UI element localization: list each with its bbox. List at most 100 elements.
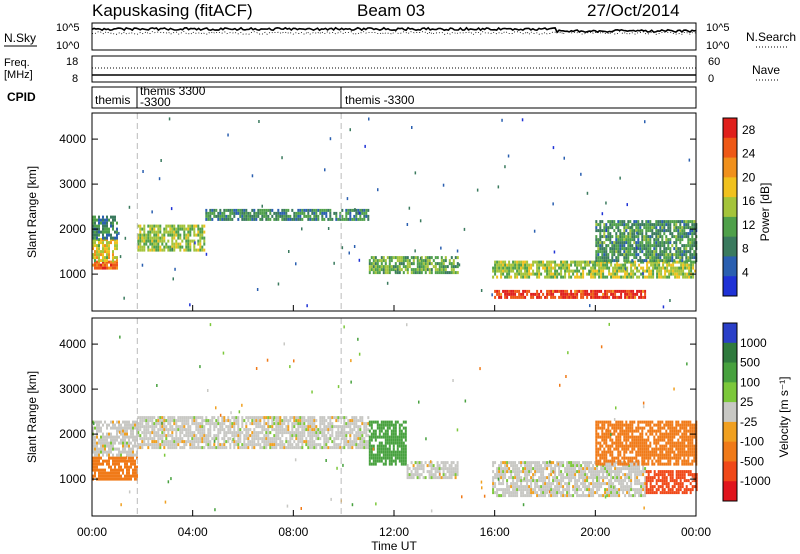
velocity-cell — [277, 416, 280, 420]
velocity-cell — [418, 464, 421, 468]
velocity-cell — [522, 491, 525, 495]
power-cell — [518, 269, 521, 273]
power-cell — [622, 275, 625, 279]
power-cell — [607, 235, 610, 239]
power-cell — [143, 224, 146, 228]
power-cell — [689, 232, 692, 236]
velocity-cell — [630, 479, 633, 483]
power-cell — [639, 241, 642, 245]
velocity-cell — [624, 476, 627, 480]
power-cell — [173, 233, 176, 237]
velocity-cell — [353, 437, 356, 441]
power-cell — [615, 238, 618, 242]
power-cell — [494, 260, 497, 264]
velocity-cell — [225, 419, 228, 423]
power-cell — [663, 253, 666, 257]
velocity-cell — [392, 423, 395, 427]
power-cell — [143, 230, 146, 234]
power-cell — [649, 223, 652, 227]
power-cell — [295, 214, 298, 218]
velocity-cell — [191, 440, 194, 444]
velocity-cell — [542, 473, 545, 477]
velocity-cell — [642, 470, 645, 474]
velocity-cell — [211, 446, 214, 450]
velocity-cell — [498, 494, 501, 498]
velocity-cell — [137, 416, 140, 420]
velocity-cell — [297, 422, 300, 426]
velocity-cell — [124, 462, 126, 466]
velocity-cell — [189, 416, 192, 420]
velocity-cell — [195, 425, 198, 429]
power-cell — [633, 229, 636, 233]
power-scatter-dot — [626, 203, 628, 207]
velocity-cell — [247, 419, 250, 423]
power-cell — [550, 266, 553, 270]
velocity-cell — [100, 456, 102, 460]
power-cell — [424, 268, 427, 272]
velocity-cell — [636, 473, 639, 477]
power-cell — [548, 275, 551, 279]
power-cell — [673, 223, 676, 227]
power-cell — [595, 259, 598, 263]
velocity-cell — [538, 464, 541, 468]
velocity-cell — [616, 461, 619, 465]
velocity-cell — [534, 461, 537, 465]
velocity-cell — [616, 488, 619, 492]
velocity-cell — [597, 420, 600, 424]
velocity-cell — [603, 435, 606, 439]
power-scatter-dot — [601, 212, 604, 216]
velocity-cell — [456, 470, 459, 474]
velocity-cell — [610, 491, 613, 495]
power-cell — [684, 263, 687, 267]
velocity-cell — [353, 440, 356, 444]
power-colorbar-swatch — [723, 256, 737, 277]
velocity-cell — [114, 423, 116, 427]
velocity-cell — [249, 434, 252, 438]
power-cell — [104, 256, 106, 260]
velocity-cell — [532, 476, 535, 480]
velocity-cell — [110, 450, 112, 454]
power-cell — [666, 275, 669, 279]
velocity-cell — [155, 431, 158, 435]
power-cell — [599, 256, 602, 260]
power-cell — [679, 241, 682, 245]
power-cell — [153, 239, 156, 243]
power-cell — [691, 256, 694, 260]
power-cell — [406, 262, 409, 266]
velocity-cell — [637, 453, 640, 457]
velocity-cell — [564, 488, 567, 492]
power-cell — [651, 259, 654, 263]
power-cell — [647, 220, 650, 224]
power-band-6 — [494, 289, 647, 299]
power-cell — [141, 236, 144, 240]
velocity-cell — [639, 438, 642, 442]
velocity-cell — [179, 434, 182, 438]
velocity-cell — [596, 467, 599, 471]
velocity-cell — [436, 464, 439, 468]
velocity-cell — [504, 491, 507, 495]
velocity-cell — [108, 471, 110, 475]
power-cell — [671, 253, 674, 257]
power-cell — [669, 250, 672, 254]
beam-title: Beam 03 — [357, 1, 425, 20]
velocity-cell — [203, 434, 206, 438]
velocity-cell — [566, 461, 569, 465]
power-cell — [616, 263, 619, 267]
velocity-cell — [434, 473, 437, 477]
velocity-cell — [494, 473, 497, 477]
power-scatter-dot — [358, 211, 361, 215]
velocity-cell — [554, 470, 557, 474]
velocity-cell — [112, 426, 114, 430]
power-cell — [598, 266, 601, 270]
velocity-cell — [384, 462, 387, 466]
velocity-cell — [108, 462, 110, 466]
velocity-cell — [134, 435, 136, 439]
power-cell — [139, 242, 142, 246]
velocity-cell — [126, 429, 128, 433]
velocity-cell — [378, 441, 381, 445]
velocity-cell — [128, 441, 130, 445]
power-cell — [659, 247, 662, 251]
power-cell — [388, 268, 391, 272]
velocity-cell — [637, 426, 640, 430]
power-cell — [345, 211, 348, 215]
